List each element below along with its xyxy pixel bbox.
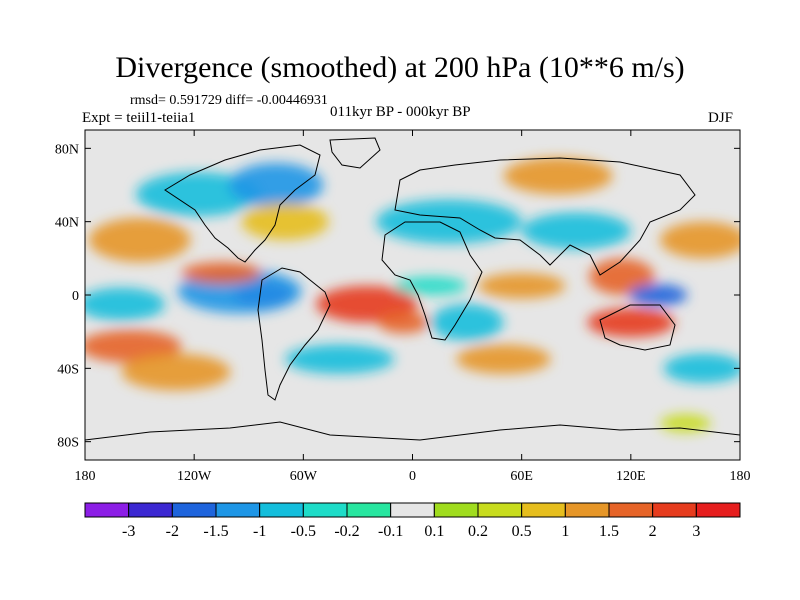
africa-coast: [381, 221, 483, 341]
divergence-anomaly: [503, 157, 613, 195]
divergence-anomaly: [430, 304, 504, 341]
colorbar-label: 2: [649, 523, 657, 540]
lon-tick-label: 60W: [290, 469, 318, 484]
plot-title: Divergence (smoothed) at 200 hPa (10**6 …: [115, 51, 685, 84]
divergence-anomaly: [85, 329, 182, 363]
lon-tick-label: 0: [409, 469, 416, 484]
rmsd-value: rmsd= 0.591729: [130, 93, 222, 108]
divergence-anomaly: [88, 218, 191, 262]
lon-tick-label: 180: [730, 469, 751, 484]
colorbar-swatch: [477, 502, 523, 518]
colorbar-swatch: [171, 502, 217, 518]
colorbar-label: 1.5: [599, 523, 619, 540]
colorbar-swatch: [695, 502, 741, 518]
colorbar-swatch: [652, 502, 697, 518]
diff-value: diff= -0.00446931: [225, 93, 328, 108]
lon-tick-label: 60E: [510, 469, 533, 484]
divergence-anomaly: [659, 414, 711, 433]
lon-tick-label: 120E: [616, 469, 646, 484]
greenland-coast: [329, 137, 381, 169]
divergence-anomaly: [376, 199, 522, 244]
divergence-anomaly: [181, 262, 262, 284]
experiment-label: Expt = teiil1-teiia1: [82, 110, 196, 126]
lon-tick-label: 120W: [177, 469, 212, 484]
colorbar-swatch: [84, 502, 130, 518]
season-label: DJF: [708, 110, 734, 126]
colorbar-label: -0.2: [334, 523, 359, 540]
colorbar-label: -0.1: [378, 523, 403, 540]
divergence-anomaly: [456, 344, 551, 374]
divergence-anomaly: [241, 203, 329, 241]
divergence-anomaly: [659, 221, 740, 259]
rmsd-diff-label: rmsd= 0.591729 diff= -0.00446931: [130, 93, 328, 109]
period-label: 011kyr BP - 000kyr BP: [330, 104, 471, 120]
latitude-axis: 80N 40N 0 40S 80S: [55, 142, 740, 451]
south-america-coast: [257, 267, 331, 401]
colorbar-swatch: [302, 502, 348, 518]
lat-tick-label: 40N: [55, 216, 79, 231]
colorbar-label: 1: [561, 523, 569, 540]
lon-tick-label: 180: [75, 469, 96, 484]
divergence-anomaly: [478, 273, 566, 299]
map-panel: [84, 129, 741, 461]
colorbar-label: -1.5: [203, 523, 228, 540]
colorbar-swatch: [215, 502, 261, 518]
colorbar-swatch: [259, 502, 304, 518]
antarctica-coast: [85, 421, 740, 441]
divergence-anomaly: [629, 284, 688, 306]
colorbar-swatch: [433, 502, 479, 518]
lat-tick-label: 0: [72, 289, 79, 304]
colorbar-swatch: [128, 502, 173, 518]
field-blobs: [85, 157, 740, 433]
colorbar-swatch: [521, 502, 566, 518]
colorbar-label: -1: [253, 523, 266, 540]
divergence-anomaly: [521, 212, 631, 250]
divergence-anomaly: [121, 353, 231, 391]
colorbar-swatch: [608, 502, 654, 518]
divergence-anomaly: [377, 311, 429, 334]
colorbar-swatch: [564, 502, 610, 518]
lat-tick-label: 80N: [55, 142, 79, 157]
divergence-anomaly: [588, 258, 655, 295]
divergence-anomaly: [228, 163, 324, 207]
lat-tick-label: 80S: [57, 436, 79, 451]
eurasia-coast: [394, 157, 696, 276]
divergence-anomaly: [135, 172, 260, 217]
colorbar-label: 0.1: [424, 523, 444, 540]
colorbar-label: -2: [166, 523, 179, 540]
divergence-anomaly: [394, 276, 468, 296]
north-america-coast: [164, 144, 321, 263]
divergence-anomaly: [85, 287, 166, 321]
colorbar-swatch: [346, 502, 392, 518]
colorbar-label: -3: [122, 523, 135, 540]
coastlines: [85, 137, 740, 441]
colorbar-label: 0.5: [512, 523, 532, 540]
colorbar-label: 3: [692, 523, 700, 540]
colorbar-label: 0.2: [468, 523, 488, 540]
longitude-axis: 180 120W 60W 0 60E 120E 180: [75, 130, 751, 484]
colorbar-swatch: [390, 502, 435, 518]
divergence-field: [85, 157, 740, 433]
divergence-anomaly: [285, 344, 395, 374]
colorbar: -3 -2 -1.5 -1 -0.5 -0.2 -0.1 0.1 0.2 0.5 1 1.5 2 3: [84, 502, 741, 540]
colorbar-label: -0.5: [291, 523, 316, 540]
divergence-anomaly: [663, 353, 740, 383]
lat-tick-label: 40S: [57, 362, 79, 377]
australia-coast: [599, 304, 676, 351]
